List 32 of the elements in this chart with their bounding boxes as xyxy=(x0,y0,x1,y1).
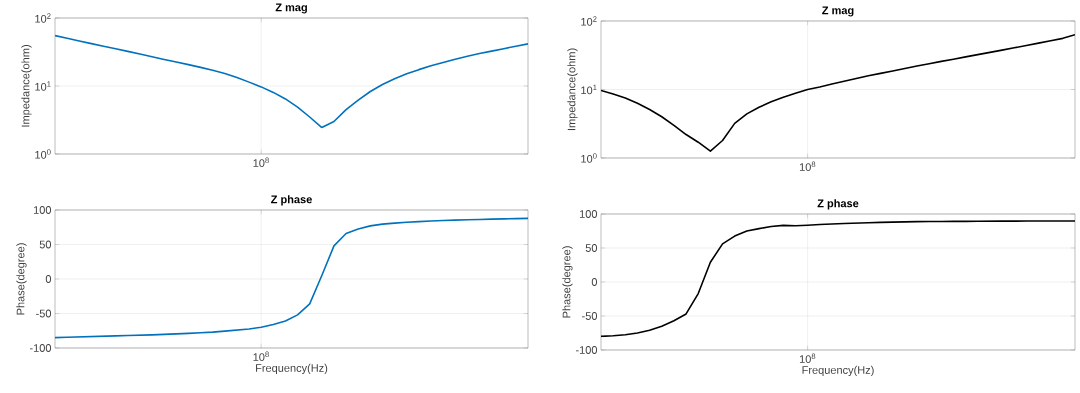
x-tick-label: 10$^{8}$ xyxy=(253,351,269,361)
y-axis-title: Phase(degree) xyxy=(562,246,573,318)
y-tick-label: 0 xyxy=(591,278,598,286)
y-tick-label: 10$^{0}$ xyxy=(35,149,51,159)
x-tick-label: 10$^{8}$ xyxy=(799,353,816,363)
y-axis-title: Phase(degree) xyxy=(16,243,27,315)
chart-title: Z phase xyxy=(817,199,859,210)
y-tick-label: 10$^{0}$ xyxy=(581,153,597,163)
y-tick-label: 50 xyxy=(39,240,52,249)
y-tick-label: -100 xyxy=(29,344,52,352)
y-tick-label: 100 xyxy=(33,206,52,214)
chart-title: Z mag xyxy=(822,6,854,17)
y-tick-label: 0 xyxy=(45,275,52,283)
line-series xyxy=(601,33,1075,152)
y-tick-label: 10$^{1}$ xyxy=(35,81,51,91)
x-tick-label: 10$^{8}$ xyxy=(253,157,269,167)
y-tick-label: 100 xyxy=(579,210,598,218)
y-tick-label: -50 xyxy=(582,312,598,320)
chart-title: Z phase xyxy=(271,195,312,206)
y-tick-label: 10$^{2}$ xyxy=(581,16,597,26)
x-axis-title: Frequency(Hz) xyxy=(256,363,328,375)
y-tick-label: -50 xyxy=(36,309,52,318)
y-tick-label: 10$^{2}$ xyxy=(35,13,51,23)
y-axis-title: Impedance(ohm) xyxy=(21,45,32,127)
y-axis-title: Impedance(ohm) xyxy=(567,48,578,131)
y-tick-label: 10$^{1}$ xyxy=(581,84,597,95)
chart-title: Z mag xyxy=(275,3,307,14)
y-tick-label: 50 xyxy=(585,244,598,252)
y-tick-label: -100 xyxy=(575,346,598,354)
line-series xyxy=(55,34,528,129)
x-axis-title: Frequency(Hz) xyxy=(802,365,874,377)
x-tick-label: 10$^{8}$ xyxy=(799,161,816,171)
